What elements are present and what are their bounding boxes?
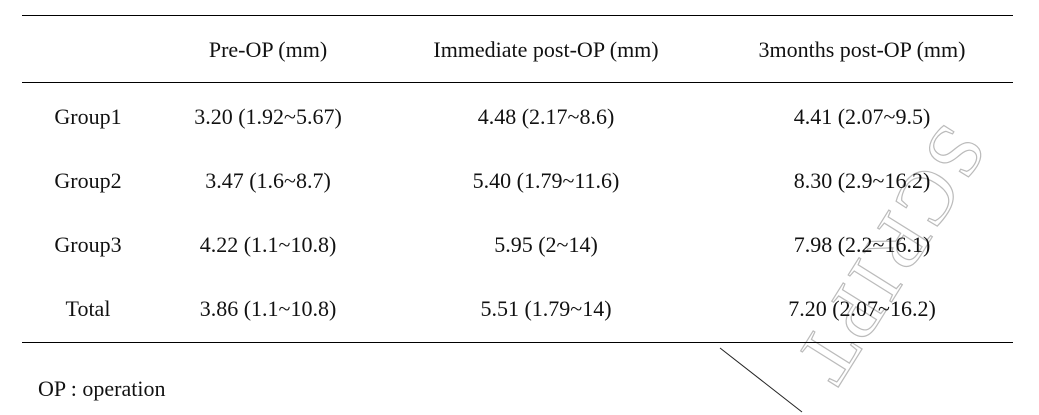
column-header: 3months post-OP (mm) (758, 37, 966, 62)
row-label: Group3 (54, 232, 122, 257)
footnote: OP : operation (38, 376, 166, 401)
cell-value: 5.95 (2~14) (494, 232, 598, 257)
row-label: Total (65, 296, 111, 321)
column-header: Pre-OP (mm) (208, 37, 328, 62)
bottom-rule (22, 342, 1013, 343)
cell-value: 3.20 (1.92~5.67) (194, 104, 342, 129)
cell-value: 4.41 (2.07~9.5) (793, 104, 931, 129)
cell-value: 4.48 (2.17~8.6) (477, 104, 615, 129)
cell-value: 7.98 (2.2~16.1) (793, 232, 931, 257)
cell-value: 3.47 (1.6~8.7) (205, 168, 331, 193)
cell-value: 5.51 (1.79~14) (480, 296, 612, 321)
cell-value: 7.20 (2.07~16.2) (788, 296, 936, 321)
cell-value: 4.22 (1.1~10.8) (199, 232, 337, 257)
header-rule (22, 82, 1013, 83)
top-rule (22, 15, 1013, 16)
watermark-line (719, 347, 803, 413)
column-header: Immediate post-OP (mm) (433, 37, 659, 62)
cell-value: 5.40 (1.79~11.6) (472, 168, 620, 193)
cell-value: 3.86 (1.1~10.8) (199, 296, 337, 321)
row-label: Group1 (54, 104, 122, 129)
row-label: Group2 (54, 168, 122, 193)
cell-value: 8.30 (2.9~16.2) (793, 168, 931, 193)
